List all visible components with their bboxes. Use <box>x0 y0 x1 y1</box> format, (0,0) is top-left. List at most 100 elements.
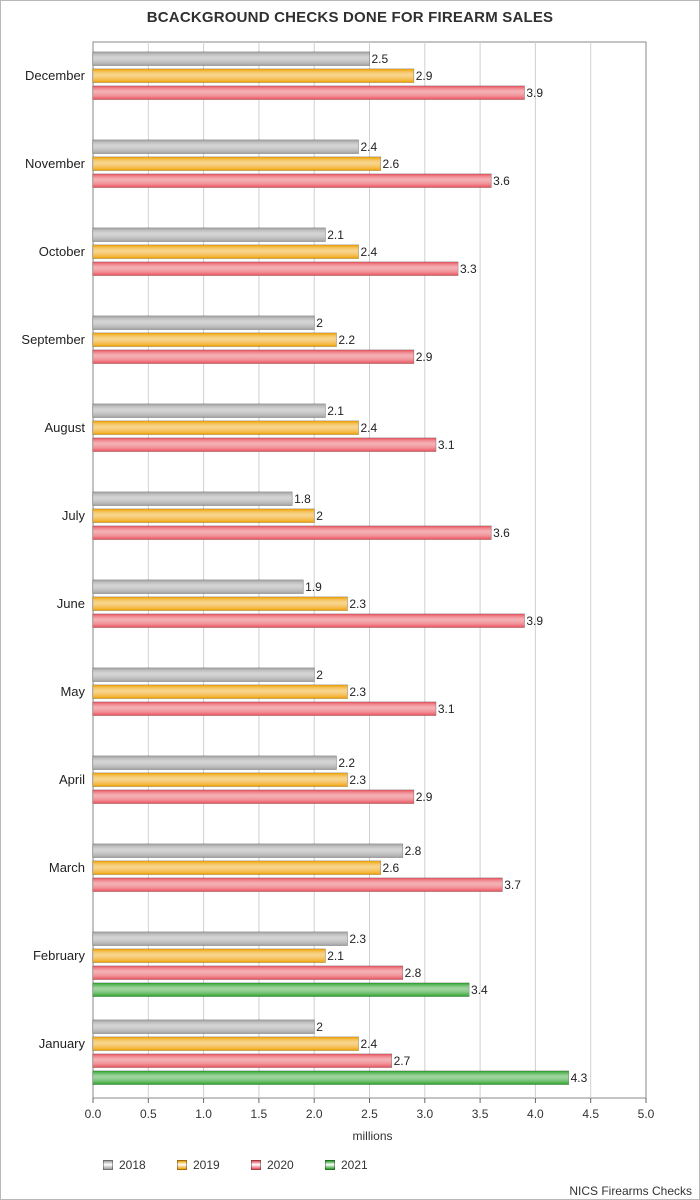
category-label: October <box>39 244 86 259</box>
bar-2018 <box>92 579 304 594</box>
category-label: April <box>59 772 85 787</box>
legend: 2018 2019 2020 2021 <box>103 1158 399 1172</box>
bar-2020 <box>92 789 415 804</box>
data-label: 3.9 <box>526 86 543 100</box>
data-label: 2.1 <box>327 404 344 418</box>
bar-2019 <box>92 244 359 259</box>
bar-2020 <box>92 613 525 628</box>
bar-2019 <box>92 332 337 347</box>
bar-2019 <box>92 684 348 699</box>
data-label: 2.2 <box>338 333 355 347</box>
data-label: 3.7 <box>504 878 521 892</box>
data-label: 2.9 <box>416 69 433 83</box>
data-label: 2 <box>316 316 323 330</box>
category-label: November <box>25 156 86 171</box>
category-label: August <box>45 420 86 435</box>
category-label: July <box>62 508 86 523</box>
data-label: 2.9 <box>416 350 433 364</box>
bar-2019 <box>92 1036 359 1051</box>
data-label: 2.8 <box>405 844 422 858</box>
data-label: 3.1 <box>438 438 455 452</box>
data-label: 3.4 <box>471 983 488 997</box>
bar-2021 <box>92 1070 569 1085</box>
category-label: February <box>33 948 86 963</box>
category-label: December <box>25 68 86 83</box>
bar-2020 <box>92 877 503 892</box>
data-label: 3.6 <box>493 174 510 188</box>
data-label: 3.9 <box>526 614 543 628</box>
x-tick-label: 3.5 <box>472 1107 489 1121</box>
legend-item-2020: 2020 <box>251 1158 325 1172</box>
data-label: 3.1 <box>438 702 455 716</box>
data-label: 2.2 <box>338 756 355 770</box>
bar-2018 <box>92 667 315 682</box>
x-tick-label: 4.0 <box>527 1107 544 1121</box>
bar-2018 <box>92 755 337 770</box>
bar-2019 <box>92 860 381 875</box>
bar-2020 <box>92 173 492 188</box>
data-label: 2.3 <box>349 773 366 787</box>
data-label: 2.4 <box>360 1037 377 1051</box>
bar-2020 <box>92 1053 393 1068</box>
legend-item-2021: 2021 <box>325 1158 399 1172</box>
data-label: 2.6 <box>383 861 400 875</box>
bar-2020 <box>92 525 492 540</box>
bar-2018 <box>92 931 348 946</box>
data-label: 2.3 <box>349 685 366 699</box>
bar-2018 <box>92 51 370 66</box>
data-label: 4.3 <box>571 1071 588 1085</box>
x-tick-label: 1.5 <box>251 1107 268 1121</box>
data-label: 2 <box>316 668 323 682</box>
bar-2018 <box>92 315 315 330</box>
legend-label: 2018 <box>119 1158 146 1172</box>
category-label: September <box>21 332 85 347</box>
category-label: June <box>57 596 85 611</box>
category-label: May <box>60 684 85 699</box>
bar-2019 <box>92 948 326 963</box>
x-tick-label: 2.5 <box>361 1107 378 1121</box>
bar-2019 <box>92 772 348 787</box>
source-note: NICS Firearms Checks <box>569 1184 692 1198</box>
bar-2018 <box>92 491 293 506</box>
data-label: 2.9 <box>416 790 433 804</box>
data-label: 2.1 <box>327 949 344 963</box>
bar-2019 <box>92 156 381 171</box>
chart-title: BCACKGROUND CHECKS DONE FOR FIREARM SALE… <box>146 9 554 26</box>
bar-2020 <box>92 261 459 276</box>
bar-2018 <box>92 227 326 242</box>
data-label: 2 <box>316 1020 323 1034</box>
data-label: 2.7 <box>394 1054 411 1068</box>
data-label: 2 <box>316 509 323 523</box>
data-label: 1.9 <box>305 580 322 594</box>
x-tick-label: 4.5 <box>582 1107 599 1121</box>
data-label: 2.4 <box>360 245 377 259</box>
x-tick-label: 0.0 <box>85 1107 102 1121</box>
x-axis-label: millions <box>352 1129 392 1143</box>
x-tick-label: 3.0 <box>416 1107 433 1121</box>
bar-2018 <box>92 139 359 154</box>
data-label: 2.4 <box>360 421 377 435</box>
data-label: 2.5 <box>372 52 389 66</box>
legend-swatch <box>177 1160 187 1170</box>
legend-swatch <box>103 1160 113 1170</box>
legend-item-2019: 2019 <box>177 1158 251 1172</box>
bar-2021 <box>92 982 470 997</box>
legend-label: 2021 <box>341 1158 368 1172</box>
x-tick-label: 2.0 <box>306 1107 323 1121</box>
category-label: January <box>39 1036 86 1051</box>
data-label: 3.3 <box>460 262 477 276</box>
bar-2018 <box>92 403 326 418</box>
data-label: 2.6 <box>383 157 400 171</box>
x-tick-label: 5.0 <box>638 1107 655 1121</box>
bar-2020 <box>92 85 525 100</box>
bar-2020 <box>92 437 437 452</box>
legend-label: 2019 <box>193 1158 220 1172</box>
data-label: 2.8 <box>405 966 422 980</box>
data-label: 1.8 <box>294 492 311 506</box>
category-label: March <box>49 860 85 875</box>
data-label: 2.4 <box>360 140 377 154</box>
bar-2020 <box>92 965 404 980</box>
bar-2018 <box>92 1019 315 1034</box>
legend-item-2018: 2018 <box>103 1158 177 1172</box>
